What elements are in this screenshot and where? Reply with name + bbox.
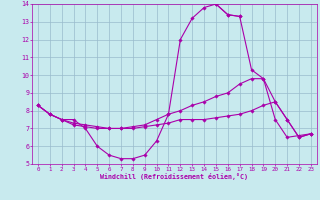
X-axis label: Windchill (Refroidissement éolien,°C): Windchill (Refroidissement éolien,°C) (100, 173, 248, 180)
